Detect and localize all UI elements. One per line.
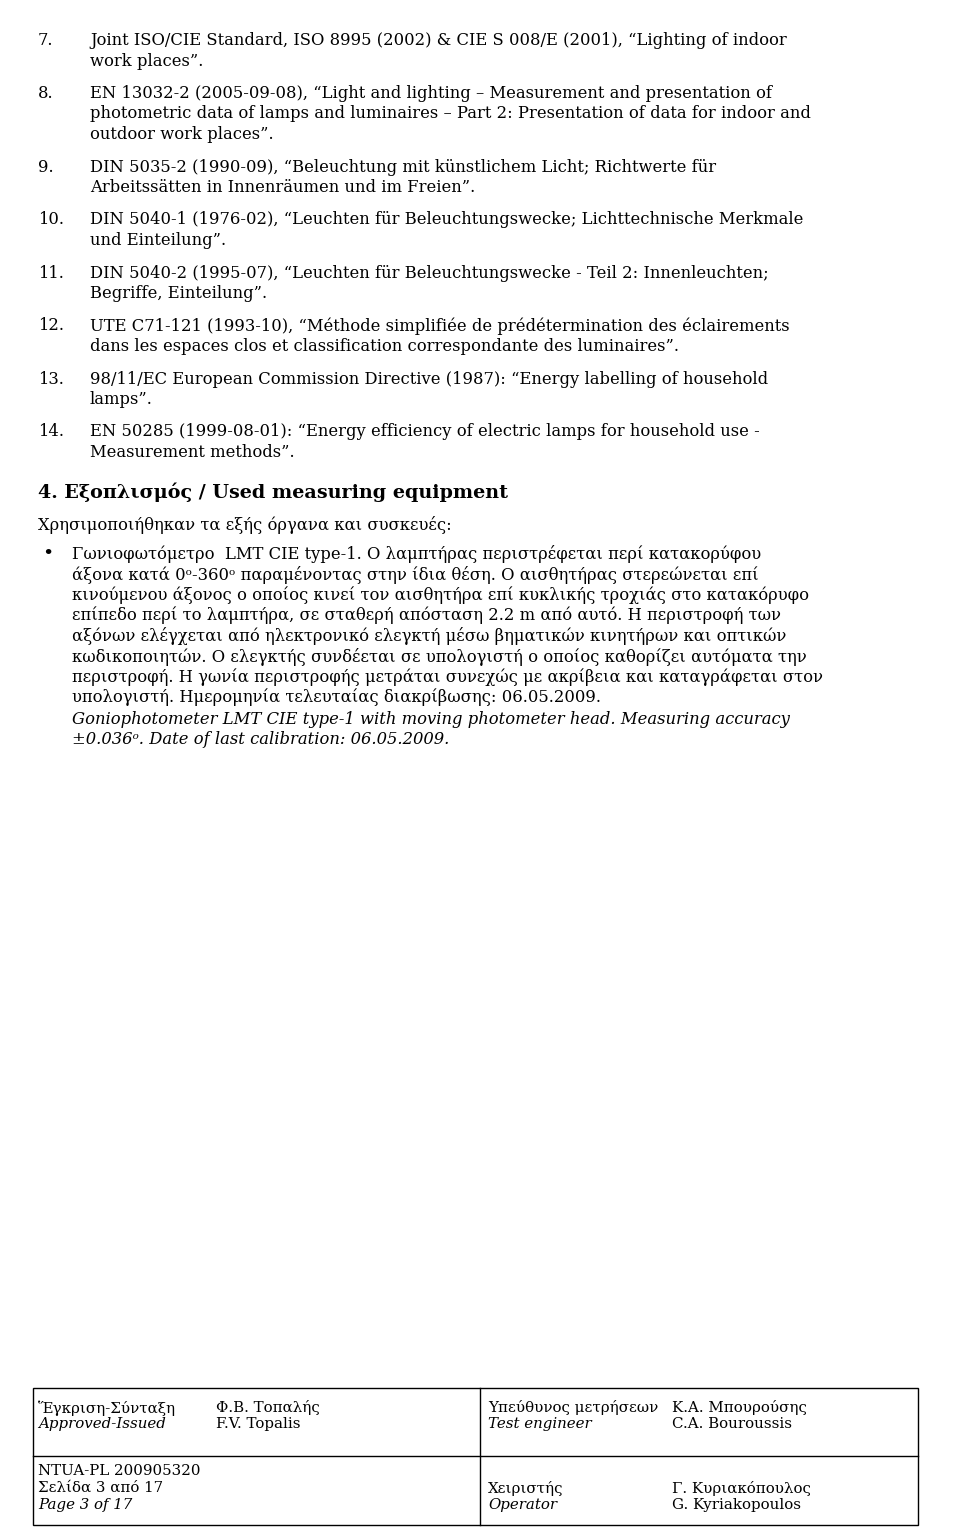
Text: Σελίδα 3 από 17: Σελίδα 3 από 17 — [38, 1481, 163, 1495]
Text: Joint ISO/CIE Standard, ISO 8995 (2002) & CIE S 008/E (2001), “Lighting of indoo: Joint ISO/CIE Standard, ISO 8995 (2002) … — [90, 32, 787, 49]
Text: κινούμενου άξονος ο οποίος κινεί τον αισθητήρα επί κυκλικής τροχιάς στο κατακόρυ: κινούμενου άξονος ο οποίος κινεί τον αισ… — [72, 586, 809, 603]
Text: κωδικοποιητών. Ο ελεγκτής συνδέεται σε υπολογιστή ο οποίος καθορίζει αυτόματα τη: κωδικοποιητών. Ο ελεγκτής συνδέεται σε υ… — [72, 647, 806, 666]
Text: Approved-Issued: Approved-Issued — [38, 1417, 166, 1431]
Text: G. Kyriakopoulos: G. Kyriakopoulos — [672, 1498, 801, 1512]
Text: 13.: 13. — [38, 371, 64, 388]
Text: 11.: 11. — [38, 264, 64, 281]
Text: Measurement methods”.: Measurement methods”. — [90, 444, 295, 461]
Text: 10.: 10. — [38, 212, 64, 229]
Text: Test engineer: Test engineer — [488, 1417, 591, 1431]
Text: Φ.Β. Τοπαλής: Φ.Β. Τοπαλής — [216, 1400, 320, 1416]
Text: Υπεύθυνος μετρήσεων: Υπεύθυνος μετρήσεων — [488, 1400, 659, 1416]
Text: επίπεδο περί το λαμπτήρα, σε σταθερή απόσταση 2.2 m από αυτό. Η περιστροφή των: επίπεδο περί το λαμπτήρα, σε σταθερή από… — [72, 606, 781, 625]
Text: photometric data of lamps and luminaires – Part 2: Presentation of data for indo: photometric data of lamps and luminaires… — [90, 105, 811, 122]
Text: Κ.Α. Μπουρούσης: Κ.Α. Μπουρούσης — [672, 1400, 806, 1416]
Text: und Einteilung”.: und Einteilung”. — [90, 232, 227, 249]
Bar — [33, 1388, 918, 1525]
Text: lamps”.: lamps”. — [90, 391, 153, 408]
Text: 8.: 8. — [38, 86, 54, 102]
Text: 98/11/EC European Commission Directive (1987): “Energy labelling of household: 98/11/EC European Commission Directive (… — [90, 371, 768, 388]
Text: NTUA-PL 200905320: NTUA-PL 200905320 — [38, 1464, 201, 1478]
Text: 9.: 9. — [38, 159, 54, 176]
Text: ±0.036ᵒ. Date of last calibration: 06.05.2009.: ±0.036ᵒ. Date of last calibration: 06.05… — [72, 731, 449, 748]
Text: Goniophotometer LMT CIE type-1 with moving photometer head. Measuring accuracy: Goniophotometer LMT CIE type-1 with movi… — [72, 712, 790, 728]
Text: Χειριστής: Χειριστής — [488, 1481, 564, 1496]
Text: 7.: 7. — [38, 32, 54, 49]
Text: work places”.: work places”. — [90, 52, 204, 70]
Text: Ἕγκριση-Σύνταξη: Ἕγκριση-Σύνταξη — [38, 1400, 176, 1416]
Text: dans les espaces clos et classification correspondante des luminaires”.: dans les espaces clos et classification … — [90, 337, 679, 354]
Text: υπολογιστή. Ημερομηνία τελευταίας διακρίβωσης: 06.05.2009.: υπολογιστή. Ημερομηνία τελευταίας διακρί… — [72, 689, 601, 705]
Text: Γωνιοφωτόμετρο  LMT CIE type-1. Ο λαμπτήρας περιστρέφεται περί κατακορύφου: Γωνιοφωτόμετρο LMT CIE type-1. Ο λαμπτήρ… — [72, 545, 761, 563]
Text: DIN 5035-2 (1990-09), “Beleuchtung mit künstlichem Licht; Richtwerte für: DIN 5035-2 (1990-09), “Beleuchtung mit k… — [90, 159, 716, 176]
Text: DIN 5040-2 (1995-07), “Leuchten für Beleuchtungswecke - Teil 2: Innenleuchten;: DIN 5040-2 (1995-07), “Leuchten für Bele… — [90, 264, 769, 281]
Text: Γ. Κυριακόπουλος: Γ. Κυριακόπουλος — [672, 1481, 811, 1496]
Text: αξόνων ελέγχεται από ηλεκτρονικό ελεγκτή μέσω βηματικών κινητήρων και οπτικών: αξόνων ελέγχεται από ηλεκτρονικό ελεγκτή… — [72, 628, 786, 644]
Text: 14.: 14. — [38, 423, 64, 440]
Text: 12.: 12. — [38, 318, 64, 334]
Text: DIN 5040-1 (1976-02), “Leuchten für Beleuchtungswecke; Lichttechnische Merkmale: DIN 5040-1 (1976-02), “Leuchten für Bele… — [90, 212, 804, 229]
Text: F.V. Topalis: F.V. Topalis — [216, 1417, 300, 1431]
Text: EN 13032-2 (2005-09-08), “Light and lighting – Measurement and presentation of: EN 13032-2 (2005-09-08), “Light and ligh… — [90, 86, 772, 102]
Text: περιστροφή. Η γωνία περιστροφής μετράται συνεχώς με ακρίβεια και καταγράφεται στ: περιστροφή. Η γωνία περιστροφής μετράται… — [72, 667, 823, 686]
Text: άξονα κατά 0ᵒ-360ᵒ παραμένοντας στην ίδια θέση. Ο αισθητήρας στερεώνεται επί: άξονα κατά 0ᵒ-360ᵒ παραμένοντας στην ίδι… — [72, 565, 758, 583]
Text: C.A. Bouroussis: C.A. Bouroussis — [672, 1417, 792, 1431]
Text: EN 50285 (1999-08-01): “Energy efficiency of electric lamps for household use -: EN 50285 (1999-08-01): “Energy efficienc… — [90, 423, 759, 440]
Text: Operator: Operator — [488, 1498, 557, 1512]
Text: Begriffe, Einteilung”.: Begriffe, Einteilung”. — [90, 286, 267, 302]
Text: 4. Εξοπλισμός / Used measuring equipment: 4. Εξοπλισμός / Used measuring equipment — [38, 483, 508, 502]
Text: outdoor work places”.: outdoor work places”. — [90, 127, 274, 144]
Text: Χρησιμοποιήθηκαν τα εξής όργανα και συσκευές:: Χρησιμοποιήθηκαν τα εξής όργανα και συσκ… — [38, 516, 452, 534]
Text: UTE C71-121 (1993-10), “Méthode simplifiée de prédétermination des éclairements: UTE C71-121 (1993-10), “Méthode simplifi… — [90, 318, 790, 334]
Text: Arbeitssätten in Innenräumen und im Freien”.: Arbeitssätten in Innenräumen und im Frei… — [90, 179, 475, 195]
Text: •: • — [42, 545, 53, 563]
Text: Page 3 of 17: Page 3 of 17 — [38, 1498, 132, 1512]
